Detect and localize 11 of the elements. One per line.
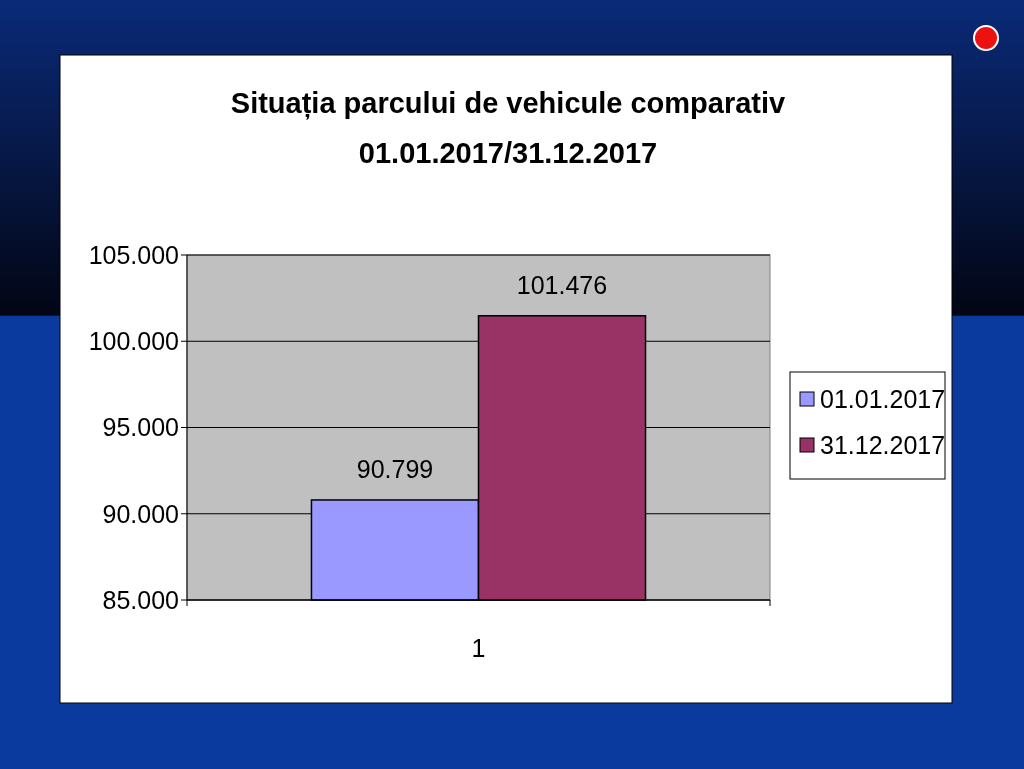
data-label: 101.476: [516, 270, 608, 299]
chart-title: Situația parcului de vehicule comparativ 01.01.2017/31.12.2017: [230, 87, 786, 169]
legend-label: 31.12.2017: [820, 430, 946, 459]
y-tick-label: 90.000: [102, 499, 179, 528]
legend-label: 01.01.2017: [820, 384, 946, 413]
y-tick-label: 85.000: [102, 585, 179, 614]
y-tick-label: 95.000: [102, 413, 179, 442]
data-label: 90.799: [356, 454, 434, 483]
y-tick-label: 100.000: [88, 327, 179, 355]
y-tick-label: 105.000: [88, 240, 179, 269]
x-tick-label: 1: [471, 634, 486, 662]
